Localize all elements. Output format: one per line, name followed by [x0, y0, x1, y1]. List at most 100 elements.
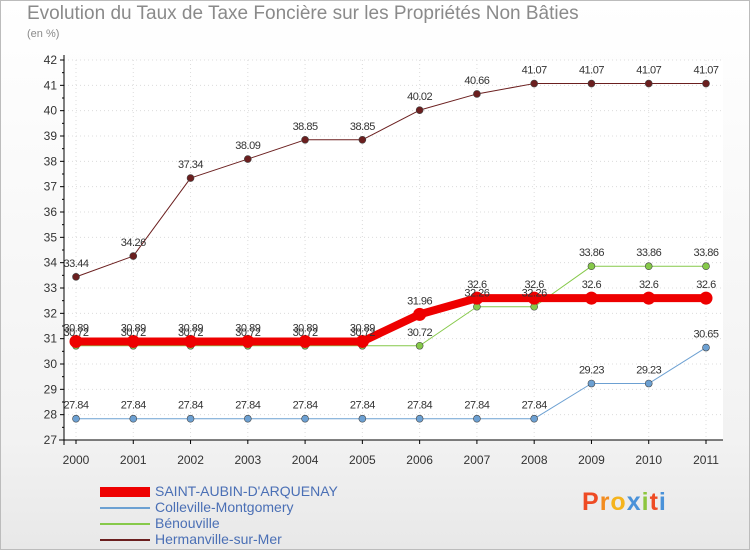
data-label: 31.96	[407, 295, 432, 307]
data-label: 27.84	[350, 400, 375, 412]
y-tick-label: 33	[44, 281, 58, 295]
data-label: 27.84	[407, 400, 432, 412]
data-point	[473, 90, 481, 98]
data-label: 30.89	[178, 322, 203, 334]
data-point	[126, 334, 140, 348]
data-point	[702, 343, 710, 352]
y-tick-label: 28	[44, 408, 58, 422]
data-label: 27.84	[63, 400, 88, 412]
legend-swatch-saint-aubin	[100, 487, 150, 497]
data-point	[470, 291, 484, 305]
x-tick-label: 2004	[292, 453, 319, 467]
data-point	[186, 174, 195, 182]
data-point	[72, 414, 80, 423]
logo-letter: i	[641, 488, 650, 516]
x-tick-label: 2008	[521, 453, 548, 467]
logo-letter: x	[626, 488, 642, 516]
data-point	[587, 379, 596, 388]
data-label: 27.84	[293, 400, 318, 412]
data-point	[301, 136, 309, 144]
y-tick-label: 39	[44, 129, 58, 143]
data-label: 32.26	[522, 288, 547, 300]
y-tick-label: 34	[44, 256, 58, 270]
data-point	[530, 414, 538, 423]
data-label: 30.72	[178, 327, 203, 339]
data-label: 33.86	[693, 247, 718, 259]
data-point	[644, 262, 653, 271]
data-label: 37.34	[178, 159, 203, 171]
data-label: 38.09	[235, 140, 260, 152]
logo-letter: t	[649, 488, 659, 516]
legend-label-benouville: Bénouville	[155, 515, 220, 531]
data-label: 40.02	[407, 91, 432, 103]
data-label: 38.85	[350, 121, 375, 133]
data-label: 32.6	[467, 279, 487, 291]
data-point	[244, 155, 252, 163]
y-axis-unit: (en %)	[27, 28, 60, 40]
data-label: 32.26	[464, 288, 489, 300]
x-tick-label: 2007	[464, 453, 491, 467]
data-label: 38.85	[293, 121, 318, 133]
series-line	[75, 347, 707, 420]
data-point	[415, 106, 424, 114]
data-label: 27.84	[121, 400, 146, 412]
y-tick-label: 31	[44, 332, 58, 346]
data-label: 32.6	[524, 279, 544, 291]
data-label: 30.65	[693, 329, 718, 341]
data-label: 30.72	[121, 327, 146, 339]
proxiti-logo: Proxiti	[582, 488, 667, 517]
data-label: 30.72	[63, 327, 88, 339]
data-point	[702, 262, 710, 271]
data-point	[587, 262, 596, 271]
data-label: 27.84	[464, 400, 489, 412]
data-label: 30.89	[293, 322, 318, 334]
x-tick-label: 2006	[406, 453, 433, 467]
x-tick-label: 2010	[635, 453, 662, 467]
x-tick-label: 2003	[234, 453, 261, 467]
data-point	[358, 136, 367, 144]
data-point	[584, 291, 598, 305]
data-point	[72, 273, 80, 281]
data-label: 30.89	[63, 322, 88, 334]
series-line	[75, 83, 707, 278]
x-tick-label: 2011	[693, 453, 719, 467]
y-tick-label: 27	[44, 433, 58, 447]
data-label: 33.86	[579, 247, 604, 259]
data-label: 40.66	[464, 75, 489, 87]
data-label: 41.07	[636, 65, 661, 77]
data-point	[355, 334, 369, 348]
data-label: 41.07	[579, 65, 604, 77]
data-point	[358, 414, 367, 423]
data-point	[644, 379, 653, 388]
y-tick-label: 37	[44, 180, 58, 194]
legend-label-saint-aubin: SAINT-AUBIN-D'ARQUENAY	[155, 483, 338, 499]
data-label: 29.23	[579, 365, 604, 377]
logo-letter: P	[582, 488, 600, 516]
data-point	[413, 307, 427, 321]
data-label: 30.89	[121, 322, 146, 334]
data-label: 30.89	[235, 322, 260, 334]
data-point	[301, 414, 309, 423]
data-point	[702, 79, 710, 88]
logo-letter: r	[599, 488, 611, 516]
data-point	[186, 414, 195, 423]
data-point	[527, 291, 541, 305]
x-tick-label: 2005	[349, 453, 376, 467]
y-tick-label: 41	[44, 78, 58, 92]
x-tick-label: 2000	[63, 453, 90, 467]
data-point	[415, 341, 424, 350]
legend-label-colleville: Colleville-Montgomery	[155, 499, 294, 515]
data-label: 30.72	[407, 327, 432, 339]
data-label: 30.72	[235, 327, 260, 339]
y-tick-label: 38	[44, 154, 58, 168]
y-tick-label: 29	[44, 382, 58, 396]
x-tick-label: 2002	[177, 453, 204, 467]
series-line	[75, 265, 707, 347]
legend-swatch-hermanville	[100, 539, 150, 541]
data-point	[184, 334, 198, 348]
logo-letter: o	[610, 488, 627, 516]
data-label: 30.72	[350, 327, 375, 339]
data-point	[129, 414, 138, 423]
data-point	[642, 291, 656, 305]
y-tick-label: 30	[44, 357, 58, 371]
